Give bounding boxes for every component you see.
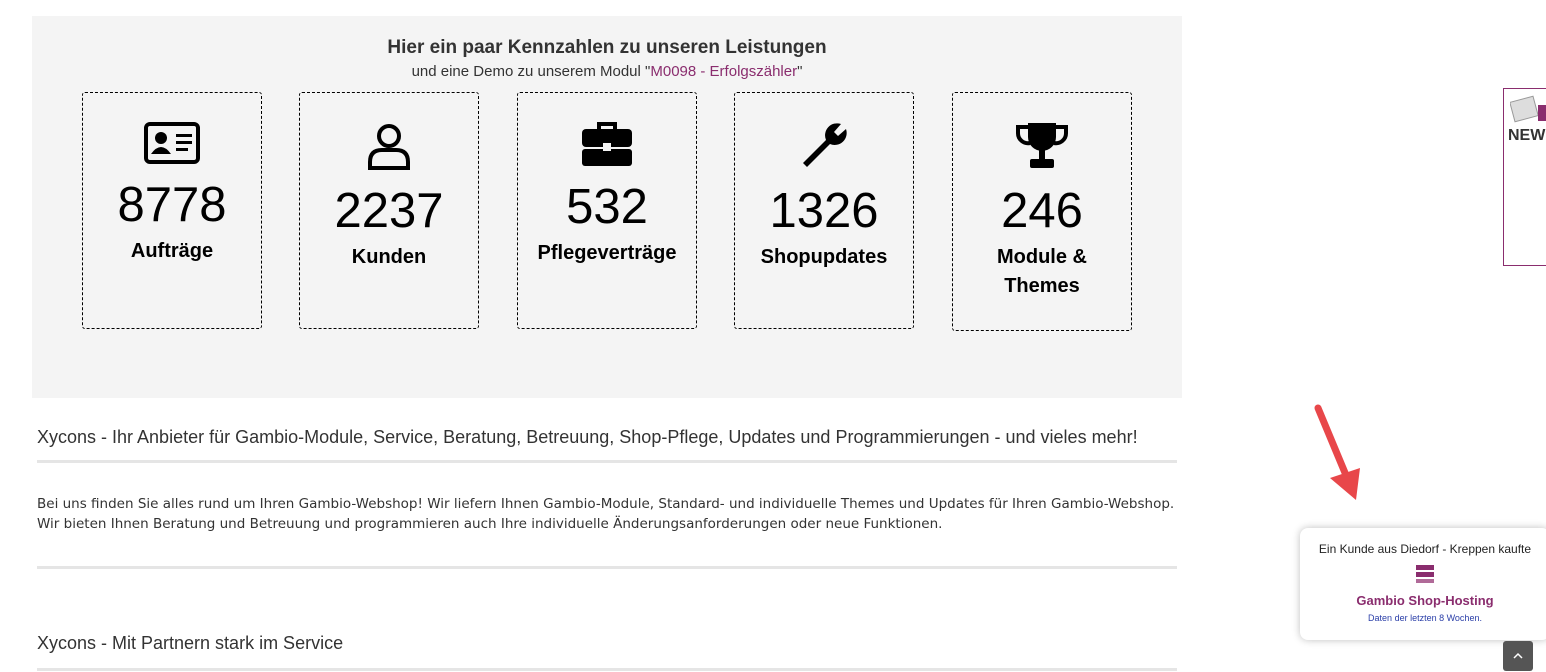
- icon: [368, 124, 410, 170]
- scroll-top-button[interactable]: [1503, 641, 1533, 671]
- stat-number: 532: [566, 180, 648, 234]
- stat-box: 2237 Kunden: [299, 92, 479, 329]
- stats-subtitle: und eine Demo zu unserem Modul "M0098 - …: [32, 63, 1182, 80]
- stat-label: Kunden: [351, 246, 427, 268]
- product-image: [1416, 565, 1434, 583]
- stat-label: Pflegeverträge: [537, 242, 677, 264]
- subtitle-text: ": [797, 63, 803, 80]
- icon: [144, 122, 200, 164]
- arrow: [1314, 404, 1360, 500]
- divider: [37, 566, 1177, 569]
- stat-label: Aufträge: [130, 240, 214, 262]
- icon: [803, 123, 847, 167]
- stats-title: Hier ein paar Kennzahlen zu unseren Leis…: [387, 37, 827, 58]
- stat-box: 532 Pflegeverträge: [517, 92, 697, 329]
- stats-panel: [32, 16, 1182, 398]
- section-text: Bei uns finden Sie alles rund um Ihren G…: [37, 494, 1177, 534]
- module-link[interactable]: M0098 - Erfolgszähler: [650, 63, 798, 80]
- popup-text: Ein Kunde aus Diedorf - Kreppen kaufte: [1318, 542, 1532, 556]
- sales-popup[interactable]: Ein Kunde aus Diedorf - Kreppen kaufte G…: [1300, 528, 1546, 640]
- side-banner[interactable]: NEW: [1503, 88, 1546, 266]
- section-heading: Xycons - Mit Partnern stark im Service: [37, 633, 344, 653]
- icon: [582, 122, 632, 166]
- stat-number: 2237: [334, 184, 444, 238]
- stat-label: Module & Themes: [997, 246, 1087, 297]
- popup-product: Gambio Shop-Hosting: [1356, 593, 1494, 608]
- stat-box: 246 Module & Themes: [952, 92, 1132, 331]
- puzzle-icon: [1510, 95, 1546, 123]
- subtitle-text: und eine Demo zu unserem Modul ": [411, 63, 651, 80]
- popup-note: Daten der letzten 8 Wochen.: [1368, 613, 1482, 623]
- banner-label: NEW: [1508, 127, 1546, 144]
- stat-number: 246: [1001, 184, 1083, 238]
- paragraph: Wir bieten Ihnen Beratung und Betreuung …: [37, 516, 943, 532]
- section-heading: Xycons - Ihr Anbieter für Gambio-Module,…: [37, 427, 1138, 447]
- paragraph: Bei uns finden Sie alles rund um Ihren G…: [37, 496, 1175, 512]
- stat-label: Shopupdates: [760, 246, 888, 268]
- divider: [37, 460, 1177, 463]
- icon: [1016, 123, 1068, 168]
- divider: [37, 668, 1177, 671]
- stat-box: 1326 Shopupdates: [734, 92, 914, 329]
- stat-number: 8778: [117, 178, 227, 232]
- stat-box: 8778 Aufträge: [82, 92, 262, 329]
- chevron: [1513, 652, 1523, 659]
- stat-number: 1326: [769, 184, 879, 238]
